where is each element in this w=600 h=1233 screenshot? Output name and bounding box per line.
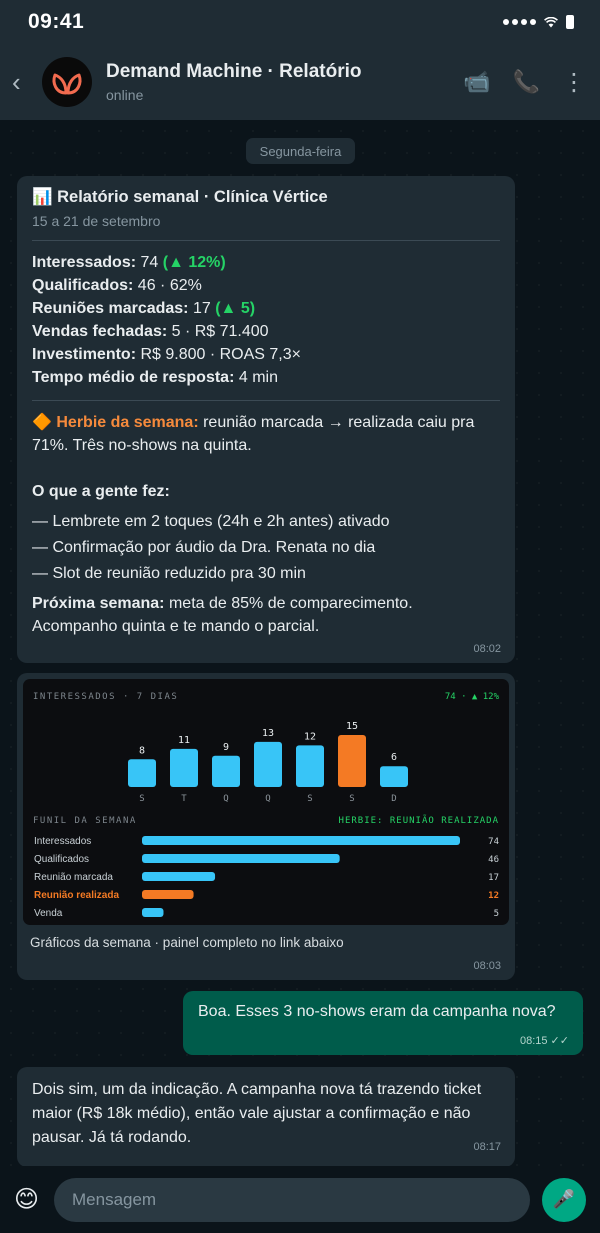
list-item: — Confirmação por áudio da Dra. Renata n… <box>32 539 376 556</box>
funnel-bar <box>142 854 340 863</box>
metrics-list: Interessados: 74 (▲ 12%) Qualificados: 4… <box>32 251 500 389</box>
emoji-icon[interactable]: 😊 <box>14 1186 40 1213</box>
funnel-label: Interessados <box>34 836 91 847</box>
back-arrow-icon[interactable]: ‹ <box>12 67 21 97</box>
date-chip: Segunda-feira <box>246 138 355 164</box>
bar-value-label: 8 <box>139 745 145 756</box>
message-text: Dois sim, um da indicação. A campanha no… <box>32 1081 482 1146</box>
daily-bar <box>128 759 156 787</box>
actions-title: O que a gente fez: <box>32 483 170 500</box>
funnel-label: Reunião realizada <box>34 890 119 901</box>
daily-bar <box>212 755 240 787</box>
funnel-value-label: 46 <box>488 855 499 865</box>
more-options-icon[interactable]: ⋮ <box>562 68 586 96</box>
contact-name: Demand Machine · Relatório <box>106 61 362 82</box>
chat-header: ‹ Demand Machine · Relatório online 📹 📞 … <box>0 44 600 120</box>
dashboard-image[interactable]: INTERESSADOS · 7 DIAS 74 · ▲ 12% 8 S 11 T 9 Q… <box>23 679 509 925</box>
funnel-label: Venda <box>34 908 63 919</box>
message-time: 08:02 <box>473 643 501 655</box>
daily-bar <box>254 741 282 787</box>
next-week-paragraph: Próxima semana: meta de 85% de compareci… <box>32 595 413 635</box>
status-bar: 09:41 <box>0 0 600 44</box>
bar-value-label: 12 <box>304 731 316 742</box>
day-tick-label: S <box>307 794 312 804</box>
day-tick-label: Q <box>265 794 270 804</box>
daily-bar <box>380 766 408 787</box>
metric-row: Qualificados: 46 · 62% <box>32 277 202 294</box>
funnel-bar <box>142 890 194 899</box>
chat-area[interactable]: Segunda-feira 📊 Relatório semanal · Clín… <box>0 120 600 1166</box>
message-text: Boa. Esses 3 no-shows eram da campanha n… <box>198 1003 556 1020</box>
message-time: 08:17 <box>473 1141 501 1153</box>
bar-value-label: 6 <box>391 752 397 763</box>
daily-bar <box>170 748 198 787</box>
report-divider <box>32 400 500 401</box>
report-period: 15 a 21 de setembro <box>32 213 161 229</box>
wifi-icon <box>544 16 558 27</box>
bar-value-label: 9 <box>223 742 229 753</box>
metric-row: Investimento: R$ 9.800 · ROAS 7,3× <box>32 346 301 363</box>
message-time: 08:03 <box>473 960 501 972</box>
funnel-value-label: 5 <box>494 909 499 919</box>
video-call-icon[interactable]: 📹 <box>463 69 491 94</box>
bar-value-label: 13 <box>262 728 274 739</box>
chart-caption: Gráficos da semana · painel completo no … <box>30 935 344 950</box>
funnel-chart-title: FUNIL DA SEMANA <box>33 816 137 826</box>
status-icons <box>503 15 574 29</box>
bar-value-label: 15 <box>346 721 358 732</box>
day-tick-label: Q <box>223 794 228 804</box>
metric-row: Tempo médio de resposta: 4 min <box>32 369 278 386</box>
day-tick-label: S <box>139 794 144 804</box>
funnel-bar <box>142 836 460 845</box>
day-tick-label: D <box>391 794 396 804</box>
chart-message[interactable]: INTERESSADOS · 7 DIAS 74 · ▲ 12% 8 S 11 T 9 Q… <box>17 673 515 980</box>
battery-icon <box>566 15 574 29</box>
funnel-bar <box>142 872 216 881</box>
herbie-paragraph: 🔶 Herbie da semana: reunião marcada → re… <box>32 414 475 454</box>
funnel-value-label: 17 <box>488 873 499 883</box>
microphone-icon: 🎤 <box>552 1189 576 1209</box>
outgoing-message[interactable]: Boa. Esses 3 no-shows eram da campanha n… <box>183 991 583 1055</box>
diamond-icon: 🔶 <box>32 414 52 431</box>
weekly-chart-summary: 74 · ▲ 12% <box>445 692 500 702</box>
actions-list: — Lembrete em 2 toques (24h e 2h antes) … <box>32 509 500 587</box>
signal-icon <box>503 19 536 25</box>
daily-bar <box>338 735 366 787</box>
header-actions: 📹 📞 ⋮ <box>463 68 586 97</box>
report-title: 📊 Relatório semanal · Clínica Vértice <box>32 188 328 206</box>
day-tick-label: S <box>349 794 354 804</box>
report-message[interactable]: 📊 Relatório semanal · Clínica Vértice 15… <box>17 176 515 663</box>
funnel-label: Reunião marcada <box>34 872 113 883</box>
funnel-chart-note: HERBIE: REUNIÃO REALIZADA <box>339 815 499 826</box>
mic-button[interactable]: 🎤 <box>542 1177 586 1222</box>
list-item: — Lembrete em 2 toques (24h e 2h antes) … <box>32 513 390 530</box>
message-input[interactable] <box>54 1177 530 1222</box>
metric-row: Interessados: 74 (▲ 12%) <box>32 254 226 271</box>
contact-status: online <box>106 87 144 103</box>
composer-bar: 😊 🎤 <box>0 1166 600 1233</box>
leaf-logo-icon <box>52 73 82 95</box>
funnel-bar <box>142 908 164 917</box>
funnel-value-label: 74 <box>488 837 499 847</box>
list-item: — Slot de reunião reduzido pra 30 min <box>32 565 306 582</box>
report-divider <box>32 240 500 241</box>
metric-row: Reuniões marcadas: 17 (▲ 5) <box>32 300 256 317</box>
funnel-value-label: 12 <box>488 891 499 901</box>
day-tick-label: T <box>181 794 187 804</box>
avatar[interactable] <box>42 57 92 107</box>
contact-info[interactable]: Demand Machine · Relatório online <box>106 61 463 103</box>
dashboard-chart: INTERESSADOS · 7 DIAS 74 · ▲ 12% 8 S 11 T 9 Q… <box>33 692 500 919</box>
voice-call-icon[interactable]: 📞 <box>512 69 540 94</box>
funnel-label: Qualificados <box>34 854 89 865</box>
daily-bar <box>296 745 324 787</box>
metric-row: Vendas fechadas: 5 · R$ 71.400 <box>32 323 269 340</box>
message-time: 08:15 ✓✓ <box>519 1035 569 1047</box>
bar-value-label: 11 <box>178 735 190 746</box>
status-time: 09:41 <box>28 10 85 33</box>
incoming-message[interactable]: Dois sim, um da indicação. A campanha no… <box>17 1067 515 1166</box>
weekly-chart-title: INTERESSADOS · 7 DIAS <box>33 692 178 702</box>
